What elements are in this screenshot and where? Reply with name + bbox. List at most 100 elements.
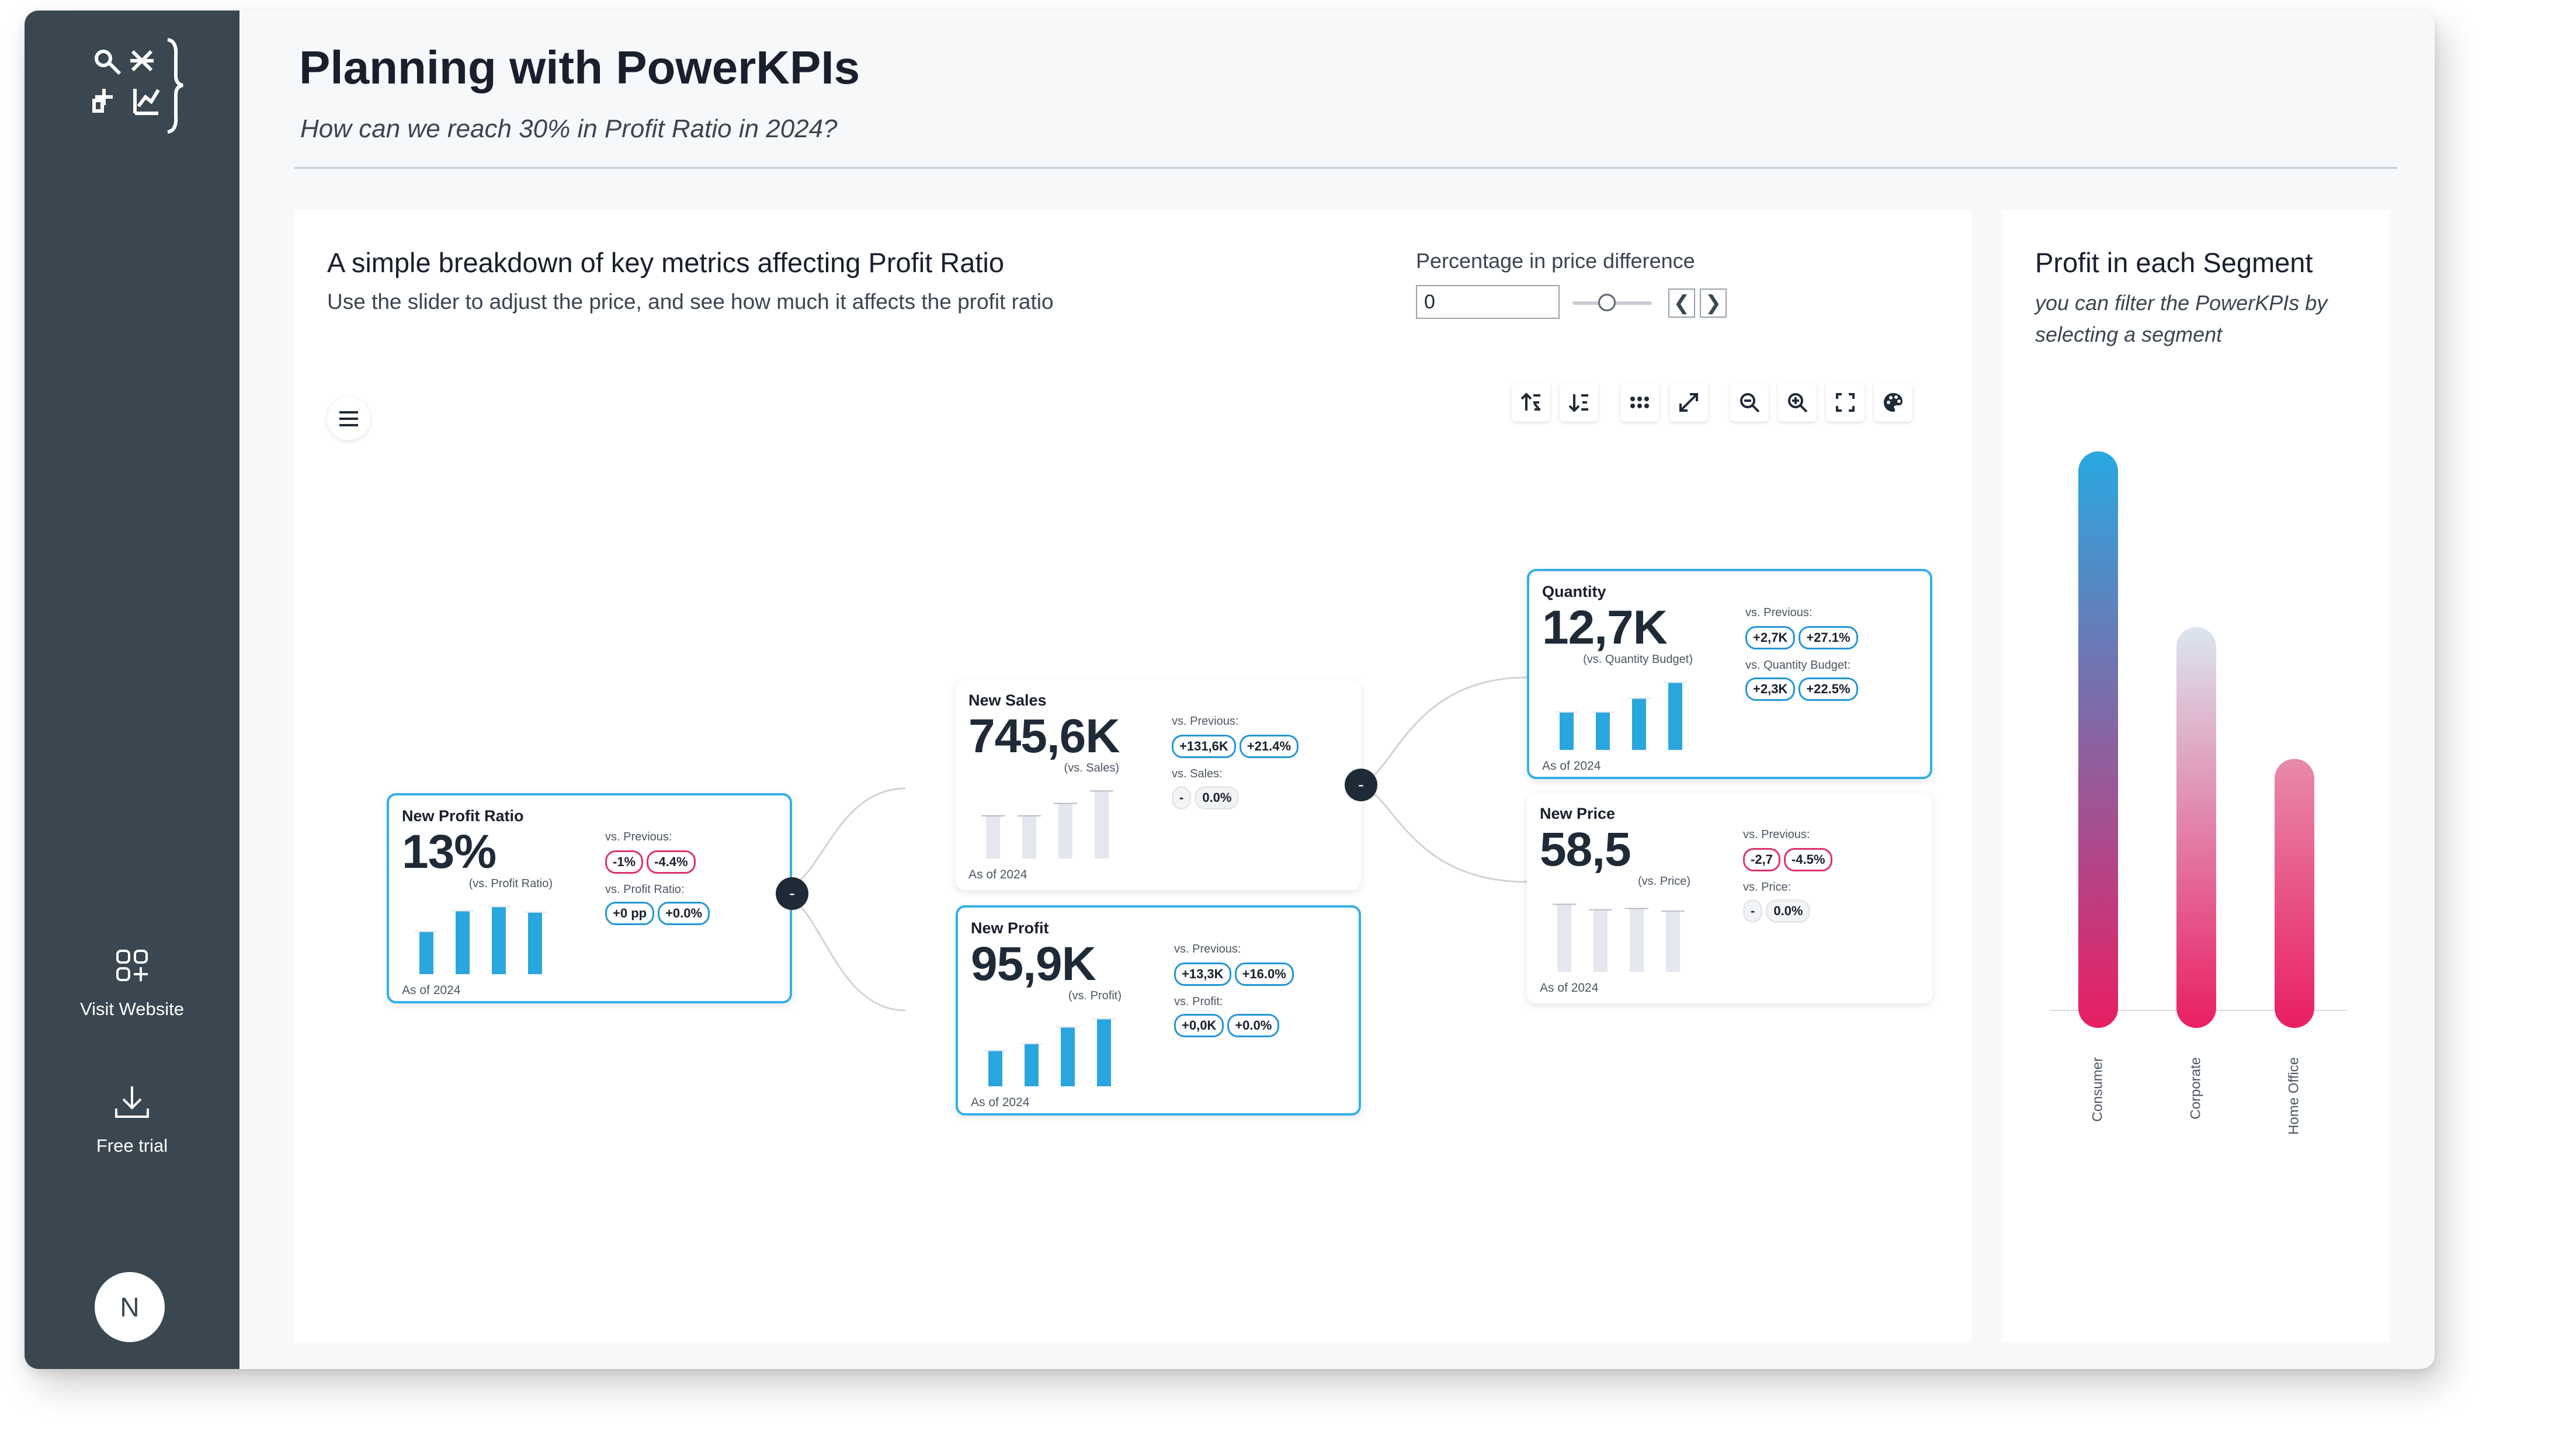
spark-bar — [1095, 791, 1109, 859]
kpi-pill: -1% — [605, 850, 644, 874]
kpi-pill: +0.0% — [658, 902, 710, 925]
kpi-cmp1-label: vs. Previous: — [1172, 715, 1239, 728]
kpi-cmp2-label: vs. Profit Ratio: — [605, 883, 685, 896]
price-slider-thumb[interactable] — [1598, 294, 1616, 311]
kpi-pill: +22.5% — [1799, 677, 1858, 701]
kpi-pill: -2,7 — [1743, 848, 1780, 871]
segment-panel-title: Profit in each Segment — [2035, 247, 2313, 278]
price-difference-input[interactable] — [1416, 285, 1560, 319]
spark-bar — [1668, 682, 1682, 750]
free-trial-link[interactable]: Free trial — [25, 1082, 239, 1156]
avatar[interactable]: N — [95, 1272, 165, 1342]
kpi-card-profit-ratio[interactable]: New Profit Ratio 13% (vs. Profit Ratio) … — [387, 793, 792, 1003]
kpi-sparkbars — [984, 1018, 1116, 1086]
layout-dots-button[interactable] — [1620, 383, 1659, 422]
sidebar: Visit Website Free trial N — [25, 11, 239, 1369]
kpi-cmp2-label: vs. Profit: — [1174, 995, 1223, 1008]
kpi-vs-label: (vs. Profit) — [1068, 989, 1122, 1002]
kpi-cmp1-pills: +131,6K +21.4% — [1172, 735, 1299, 758]
collapse-node-button[interactable]: - — [776, 877, 808, 910]
kpi-name: Quantity — [1542, 583, 1606, 600]
collapse-node-button[interactable]: - — [1345, 769, 1377, 801]
spark-bar — [1632, 698, 1646, 750]
segment-tick-label: Corporate — [2188, 1057, 2203, 1120]
segment-tick-label: Consumer — [2089, 1057, 2105, 1122]
zoom-out-button[interactable] — [1730, 383, 1769, 422]
powerkpis-logo-icon[interactable] — [80, 28, 185, 139]
kpi-card-sales[interactable]: New Sales 745,6K (vs. Sales) As of 2024 … — [956, 680, 1361, 890]
section-title: A simple breakdown of key metrics affect… — [327, 247, 1004, 278]
spark-bar — [988, 1050, 1002, 1086]
apps-add-icon — [116, 950, 148, 981]
kpi-as-of: As of 2024 — [971, 1096, 1030, 1109]
spark-bar — [1630, 908, 1644, 972]
kpi-cmp2-pills: - 0.0% — [1743, 899, 1811, 923]
menu-button[interactable] — [327, 397, 370, 440]
spark-bar — [528, 912, 542, 974]
kpi-card-price[interactable]: New Price 58,5 (vs. Price) As of 2024 vs… — [1527, 793, 1932, 1003]
kpi-cmp1-label: vs. Previous: — [1743, 828, 1810, 841]
segment-bar-home-office[interactable] — [2275, 759, 2314, 1028]
kpi-name: New Profit — [971, 919, 1049, 937]
kpi-cmp2-label: vs. Sales: — [1172, 767, 1223, 780]
palette-button[interactable] — [1874, 383, 1912, 422]
kpi-pill: +2,3K — [1745, 677, 1796, 701]
spark-bar — [1557, 904, 1571, 972]
spark-bar — [986, 815, 1000, 859]
kpi-cmp1-label: vs. Previous: — [605, 831, 672, 843]
kpi-vs-label: (vs. Sales) — [1064, 762, 1119, 774]
segment-bar-corporate[interactable] — [2176, 627, 2216, 1028]
spark-bar — [1593, 909, 1608, 972]
sort-descending-button[interactable] — [1560, 383, 1598, 422]
segment-panel: Profit in each Segment you can filter th… — [2002, 210, 2389, 1342]
segment-bar-consumer[interactable] — [2078, 451, 2118, 1028]
sort-ascending-button[interactable] — [1512, 383, 1550, 422]
kpi-cmp1-pills: +13,3K +16.0% — [1174, 962, 1294, 986]
spark-bar — [1061, 1027, 1075, 1086]
slider-increment-button[interactable]: ❯ — [1700, 289, 1727, 318]
kpi-card-profit[interactable]: New Profit 95,9K (vs. Profit) As of 2024… — [956, 905, 1361, 1116]
kpi-card-quantity[interactable]: Quantity 12,7K (vs. Quantity Budget) As … — [1527, 569, 1932, 779]
spark-bar — [1666, 911, 1680, 972]
spark-bar — [419, 931, 433, 974]
segment-profit-chart[interactable]: Consumer Corporate Home Office — [2002, 397, 2389, 1332]
slider-decrement-button[interactable]: ❮ — [1668, 289, 1695, 318]
kpi-value: 95,9K — [971, 937, 1096, 991]
kpi-cmp1-label: vs. Previous: — [1745, 606, 1813, 619]
section-subtitle: Use the slider to adjust the price, and … — [327, 290, 1054, 314]
kpi-cmp2-pills: +0,0K +0.0% — [1174, 1014, 1280, 1037]
kpi-pill: +27.1% — [1799, 626, 1858, 649]
kpi-pill: +21.4% — [1239, 735, 1299, 758]
kpi-value: 58,5 — [1540, 823, 1631, 876]
sort-descending-icon — [1568, 394, 1588, 412]
kpi-as-of: As of 2024 — [1540, 981, 1599, 995]
download-icon — [115, 1086, 149, 1118]
kpi-cmp2-pills: +0 pp +0.0% — [605, 902, 710, 925]
kpi-tree-panel: A simple breakdown of key metrics affect… — [294, 210, 1972, 1342]
spark-bar — [492, 906, 506, 974]
kpi-cmp2-label: vs. Quantity Budget: — [1745, 659, 1851, 672]
title-divider — [294, 167, 2397, 169]
kpi-pill: +0 pp — [605, 902, 655, 925]
kpi-sparkbars — [415, 906, 547, 974]
fullscreen-icon — [1836, 393, 1855, 412]
kpi-cmp1-pills: -1% -4.4% — [605, 850, 696, 874]
zoom-in-button[interactable] — [1778, 383, 1817, 422]
spark-bar — [1058, 803, 1072, 859]
zoom-out-icon — [1740, 393, 1760, 413]
spark-bar — [456, 911, 470, 974]
visit-website-link[interactable]: Visit Website — [25, 945, 239, 1020]
fullscreen-button[interactable] — [1826, 383, 1865, 422]
kpi-name: New Sales — [968, 692, 1047, 709]
kpi-sparkbars — [981, 790, 1113, 859]
kpi-pill: -4.5% — [1783, 848, 1833, 871]
kpi-name: New Profit Ratio — [402, 807, 524, 825]
page-title: Planning with PowerKPIs — [299, 41, 860, 93]
expand-arrows-icon — [1679, 393, 1698, 412]
expand-button[interactable] — [1669, 383, 1708, 422]
kpi-pill: +0.0% — [1227, 1014, 1280, 1037]
kpi-vs-label: (vs. Profit Ratio) — [468, 877, 553, 890]
kpi-pill: 0.0% — [1195, 786, 1240, 809]
kpi-value: 12,7K — [1542, 601, 1668, 654]
spark-bar — [1025, 1043, 1039, 1086]
